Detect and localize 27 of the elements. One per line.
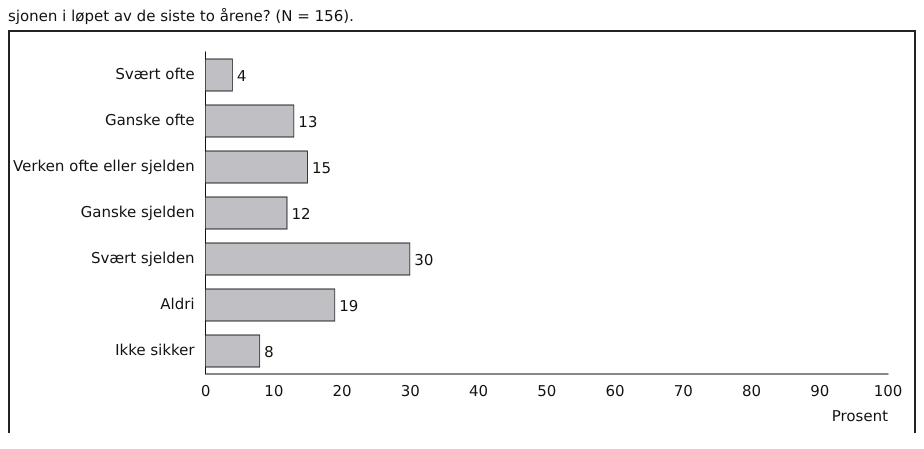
y-tick-label: Aldri: [160, 294, 195, 313]
x-tick-label: 10: [264, 382, 284, 400]
x-tick-label: 30: [400, 382, 420, 400]
data-label: 13: [298, 112, 318, 131]
y-tick-label: Svært sjelden: [90, 248, 195, 267]
data-label: 12: [291, 204, 311, 223]
x-tick-label: 40: [469, 382, 488, 400]
x-tick-label: 80: [742, 382, 762, 400]
data-label: 8: [264, 342, 274, 361]
x-tick-label: 50: [537, 382, 556, 400]
data-label: 30: [414, 250, 434, 269]
chart-title: sjonen i løpet av de siste to årene? (N = 156).: [8, 7, 355, 27]
x-tick-label: 60: [605, 382, 625, 400]
x-tick-label: 0: [200, 382, 210, 400]
y-tick-label: Ganske sjelden: [80, 202, 195, 221]
data-label: 4: [236, 66, 246, 85]
y-tick-label: Ganske ofte: [104, 110, 195, 129]
x-tick-label: 90: [810, 382, 830, 400]
data-label: 19: [339, 296, 358, 315]
x-axis-title: Prosent: [832, 406, 888, 425]
x-tick-label: 70: [674, 382, 693, 400]
y-tick-label: Verken ofte eller sjelden: [12, 156, 195, 175]
x-tick-label: 100: [874, 382, 902, 400]
x-tick-label: 20: [332, 382, 352, 400]
y-tick-label: Svært ofte: [115, 64, 195, 83]
y-tick-label: Ikke sikker: [115, 340, 196, 359]
data-label: 15: [312, 158, 332, 177]
